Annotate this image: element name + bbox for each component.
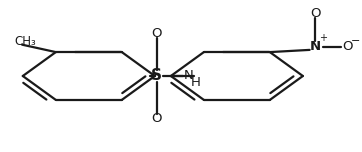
Text: N: N	[184, 69, 194, 83]
Text: CH₃: CH₃	[14, 35, 35, 48]
Text: O: O	[342, 40, 353, 53]
Text: +: +	[319, 33, 327, 43]
Text: O: O	[310, 7, 321, 20]
Text: O: O	[151, 112, 162, 125]
Text: S: S	[151, 69, 162, 83]
Text: N: N	[310, 40, 321, 53]
Text: O: O	[151, 27, 162, 40]
Text: −: −	[351, 36, 360, 46]
Text: H: H	[191, 76, 201, 89]
